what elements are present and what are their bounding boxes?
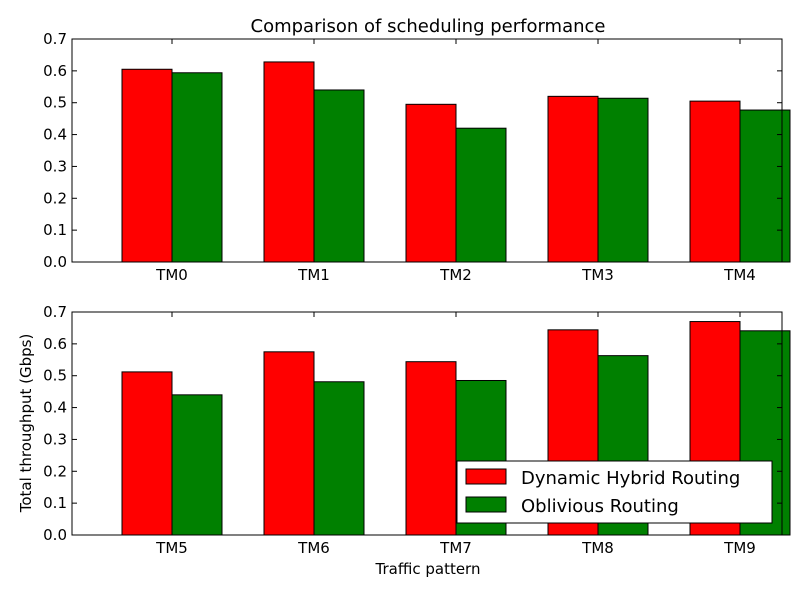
bar-tm0-dynamic xyxy=(121,68,173,263)
y-tick-label: 0.7 xyxy=(43,30,67,48)
y-tick-label: 0.5 xyxy=(43,367,67,385)
bar-tm4-dynamic xyxy=(689,100,741,263)
x-axis-label: Traffic pattern xyxy=(375,560,481,578)
bottom-panel: 0.0 0.1 0.2 0.3 0.4 0.5 0.6 0.7 TM5 TM6 TM7 TM8 TM9 xyxy=(43,303,791,557)
x-tick-label-tm9: TM9 xyxy=(723,539,756,557)
legend-swatch-oblivious xyxy=(465,496,507,513)
y-tick-label: 0.2 xyxy=(43,189,67,207)
bar-tm2-oblivious xyxy=(455,127,507,263)
y-tick-label: 0.4 xyxy=(43,126,67,144)
x-tick-label-tm6: TM6 xyxy=(297,539,330,557)
bar-tm6-dynamic xyxy=(263,351,315,536)
y-tick-label: 0.0 xyxy=(43,526,67,544)
legend-swatch-dynamic xyxy=(465,468,507,485)
y-tick-label: 0.4 xyxy=(43,399,67,417)
axes-frame xyxy=(71,311,783,536)
chart-title: Comparison of scheduling performance xyxy=(251,16,606,37)
bar-tm1-oblivious xyxy=(313,89,365,263)
x-tick-label-tm1: TM1 xyxy=(297,266,330,284)
bar-tm0-oblivious xyxy=(171,72,223,263)
axes-frame xyxy=(71,38,783,263)
bar-tm3-dynamic xyxy=(547,95,599,263)
x-tick-label-tm2: TM2 xyxy=(439,266,472,284)
bar-tm1-dynamic xyxy=(263,61,315,263)
bar-tm7-dynamic xyxy=(405,361,457,536)
y-axis-label: Total throughput (Gbps) xyxy=(17,334,35,514)
y-tick-label: 0.0 xyxy=(43,253,67,271)
top-panel: 0.0 0.1 0.2 0.3 0.4 0.5 0.6 0.7 TM0 TM1 TM2 TM3 TM4 xyxy=(43,30,791,284)
legend-label-oblivious: Oblivious Routing xyxy=(521,496,679,517)
y-tick-label: 0.1 xyxy=(43,221,67,239)
y-tick-label: 0.3 xyxy=(43,157,67,175)
bar-tm5-oblivious xyxy=(171,394,223,536)
y-tick-label: 0.6 xyxy=(43,335,67,353)
x-tick-label-tm7: TM7 xyxy=(439,539,472,557)
x-tick-label-tm5: TM5 xyxy=(155,539,188,557)
x-tick-label-tm8: TM8 xyxy=(581,539,614,557)
bar-tm3-oblivious xyxy=(597,97,649,263)
legend: Dynamic Hybrid Routing Oblivious Routing xyxy=(456,460,773,524)
x-tick-label-tm4: TM4 xyxy=(723,266,756,284)
bar-tm2-dynamic xyxy=(405,103,457,263)
y-tick-label: 0.3 xyxy=(43,430,67,448)
x-tick-label-tm0: TM0 xyxy=(155,266,188,284)
bar-tm5-dynamic xyxy=(121,371,173,536)
y-tick-label: 0.1 xyxy=(43,494,67,512)
y-tick-label: 0.6 xyxy=(43,62,67,80)
y-tick-label: 0.7 xyxy=(43,303,67,321)
y-tick-label: 0.5 xyxy=(43,94,67,112)
bar-tm6-oblivious xyxy=(313,381,365,536)
legend-label-dynamic: Dynamic Hybrid Routing xyxy=(521,468,740,489)
y-tick-label: 0.2 xyxy=(43,462,67,480)
x-tick-label-tm3: TM3 xyxy=(581,266,614,284)
legend-box xyxy=(456,460,773,524)
